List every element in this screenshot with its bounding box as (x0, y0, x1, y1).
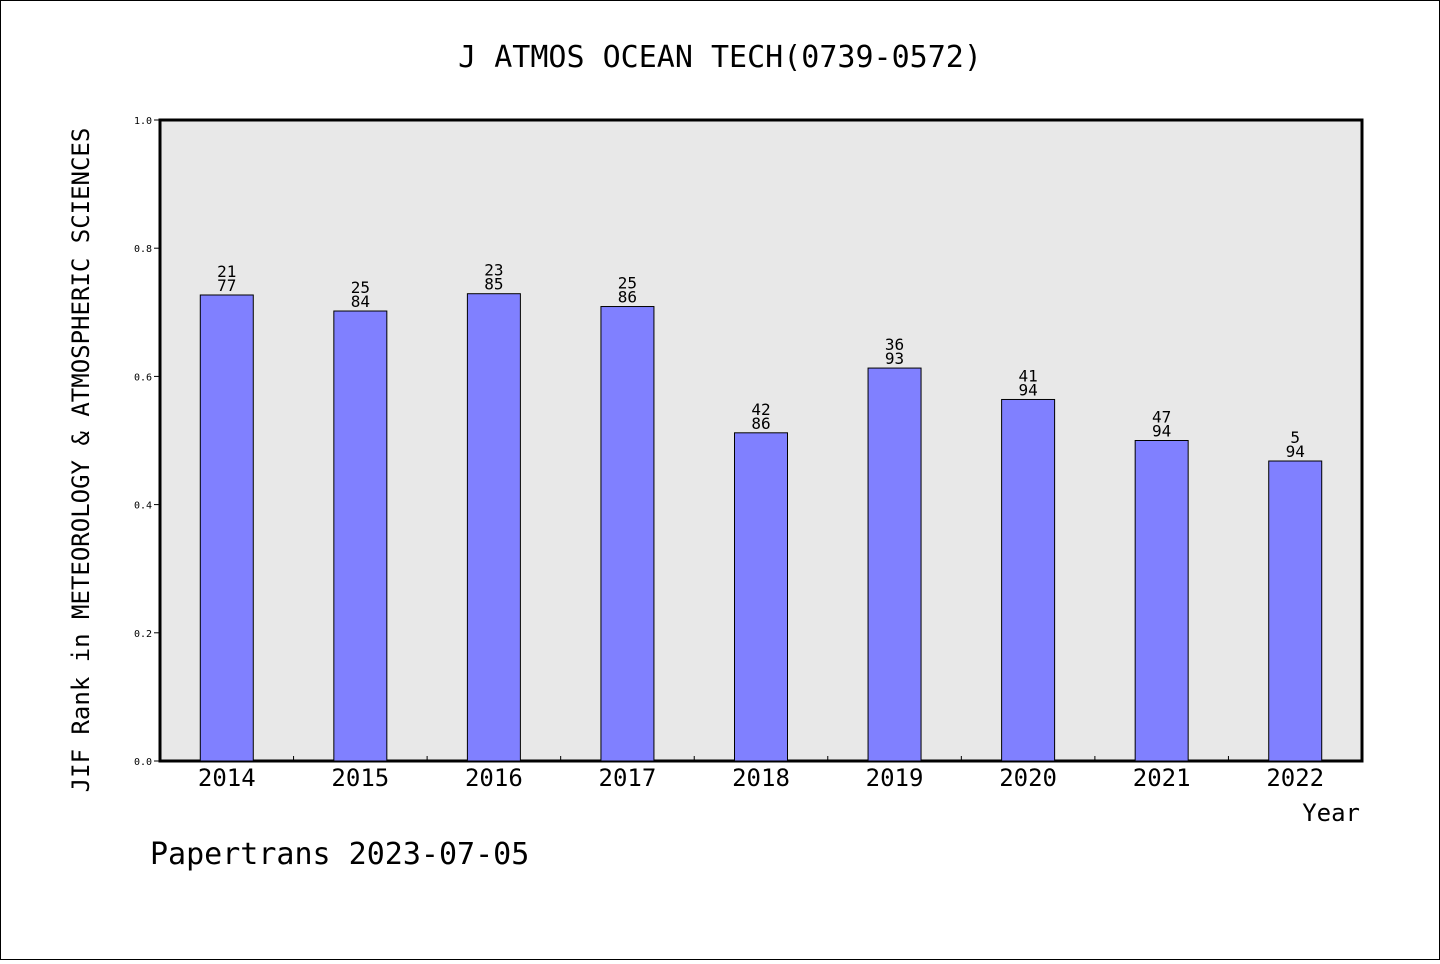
y-tick-label-0: 0.0 (134, 757, 152, 768)
bar-label-2020-total: 94 (1018, 380, 1037, 399)
bar-label-2019-total: 93 (885, 349, 904, 368)
x-tick-label-2019: 2019 (866, 764, 924, 792)
bar-2021 (1134, 440, 1189, 762)
footer-text: Papertrans 2023-07-05 (150, 837, 529, 872)
bar-label-2016-total: 85 (484, 275, 503, 294)
y-ticks-layer: 0.0 0.2 0.4 0.6 0.8 1.0 (134, 116, 160, 768)
x-tick-label-2017: 2017 (599, 764, 657, 792)
bar-label-2018-total: 86 (751, 414, 770, 433)
x-tick-label-2020: 2020 (999, 764, 1057, 792)
x-tick-label-2021: 2021 (1133, 764, 1191, 792)
bar-2022 (1268, 460, 1323, 762)
bar-2020 (1001, 398, 1056, 762)
bar-label-2019-rank: 36 (885, 335, 904, 354)
bar-2014 (199, 294, 254, 762)
bar-label-2017-total: 86 (618, 288, 637, 307)
bar-label-2016-rank: 23 (484, 261, 503, 280)
bar-2016 (466, 293, 521, 762)
x-tick-label-2022: 2022 (1266, 764, 1324, 792)
y-tick-label-3: 0.6 (134, 372, 152, 383)
y-tick-label-5: 1.0 (134, 116, 152, 127)
bar-label-2021-total: 94 (1152, 422, 1171, 441)
bar-label-2015-rank: 25 (351, 278, 370, 297)
bar-2018 (734, 432, 788, 762)
bar-label-2014-rank: 21 (217, 262, 236, 281)
y-tick-label-4: 0.8 (134, 244, 152, 255)
bar-label-2015-total: 84 (351, 292, 370, 311)
bar-label-2017-rank: 25 (618, 274, 637, 293)
chart-title: J ATMOS OCEAN TECH(0739-0572) (458, 40, 982, 75)
x-tick-label-2014: 2014 (198, 764, 256, 792)
bar-2019 (867, 367, 922, 762)
bar-label-2020-rank: 41 (1018, 366, 1037, 385)
bar-label-2018-rank: 42 (751, 400, 770, 419)
y-tick-label-2: 0.4 (134, 501, 152, 512)
y-axis-label: JIF Rank in METEOROLOGY & ATMOSPHERIC SC… (67, 128, 95, 793)
x-ticks-layer: 2014 2015 2016 2017 2018 2019 2020 2021 2022 (198, 756, 1324, 792)
bar-label-2021-rank: 47 (1152, 408, 1171, 427)
y-tick-label-1: 0.2 (134, 629, 152, 640)
bar-label-2022-total: 94 (1286, 442, 1305, 461)
x-tick-label-2018: 2018 (732, 764, 790, 792)
bar-2015 (333, 310, 388, 762)
bar-2017 (600, 306, 655, 762)
bar-label-2022-rank: 5 (1290, 428, 1300, 447)
bar-label-2014-total: 77 (217, 276, 236, 295)
x-axis-label: Year (1302, 799, 1360, 827)
x-tick-label-2016: 2016 (465, 764, 523, 792)
x-tick-label-2015: 2015 (331, 764, 389, 792)
